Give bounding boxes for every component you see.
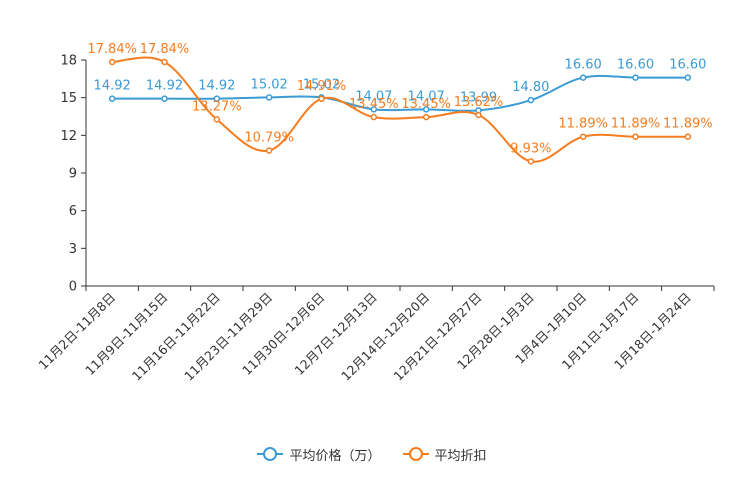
data-point [579, 133, 587, 140]
x-tick-label: 12月14日-12月20日 [338, 290, 432, 384]
x-tick-label: 11月16日-11月22日 [129, 290, 223, 384]
data-label: 16.60 [565, 58, 602, 73]
data-label: 11.89% [663, 117, 713, 132]
data-label: 9.93% [510, 141, 551, 156]
data-label: 14.07 [355, 89, 392, 104]
chart-data-labels: 14.92 14.92 14.92 15.02 15.02 14.07 14.07 13.99… [87, 42, 712, 156]
data-label: 17.84% [87, 42, 137, 57]
data-label: 11.89% [558, 117, 608, 132]
line-chart: 036912151811月2日-11月8日11月9日-11月15日11月16日-… [35, 42, 715, 384]
y-tick-label: 3 [69, 242, 77, 257]
data-label: 13.45% [349, 97, 399, 112]
x-tick-label: 11月23日-11月29日 [181, 290, 275, 384]
y-tick-label: 0 [69, 280, 77, 295]
x-tick-label: 12月21日-12月27日 [390, 290, 484, 384]
legend-label-average-price: 平均价格（万） [289, 448, 381, 464]
data-point [422, 106, 430, 113]
data-label: 15.02 [251, 77, 288, 92]
data-point [318, 95, 325, 103]
data-label: 14.92 [94, 79, 131, 94]
data-point [527, 96, 535, 104]
y-tick-label: 12 [60, 129, 77, 144]
data-label: 14.07 [408, 89, 445, 104]
data-label: 15.02 [303, 77, 340, 92]
chart-series [108, 56, 692, 165]
legend-label-average-discount: 平均折扣 [434, 448, 487, 464]
data-point [370, 106, 378, 113]
data-point [265, 94, 273, 101]
y-tick-label: 15 [60, 91, 77, 106]
data-point [684, 74, 692, 81]
data-label: 14.91% [297, 79, 347, 94]
data-point [161, 95, 168, 102]
data-point [422, 113, 430, 121]
data-point [108, 95, 116, 102]
y-tick-label: 9 [69, 167, 77, 182]
data-point [265, 147, 273, 154]
data-point [108, 58, 116, 66]
data-point [632, 133, 639, 140]
data-point [161, 58, 168, 66]
data-label: 16.60 [669, 58, 706, 73]
data-label: 13.99 [460, 90, 497, 105]
data-label: 10.79% [244, 131, 294, 146]
data-label: 16.60 [617, 58, 654, 73]
data-point [475, 111, 482, 119]
y-tick-label: 6 [69, 204, 77, 219]
data-point [370, 113, 378, 121]
legend-item-average-price[interactable]: 平均价格（万） [257, 445, 381, 464]
data-point [632, 74, 639, 81]
chart-legend: 平均价格（万） 平均折扣 [0, 443, 744, 465]
y-tick-label: 18 [60, 54, 77, 69]
data-label: 13.27% [192, 99, 242, 114]
data-point [213, 95, 221, 102]
legend-line-circle-icon [402, 447, 429, 461]
data-point [579, 74, 587, 81]
data-label: 17.84% [140, 42, 190, 57]
data-label: 14.92 [198, 79, 235, 94]
data-point [684, 133, 692, 140]
data-label: 14.80 [512, 80, 549, 95]
data-label: 13.45% [401, 97, 451, 112]
data-point [527, 158, 535, 165]
data-label: 13.62% [454, 95, 504, 110]
data-label: 11.89% [611, 117, 661, 132]
series-line-average-price [112, 74, 688, 112]
legend-item-average-discount[interactable]: 平均折扣 [402, 445, 487, 464]
data-point [213, 116, 221, 123]
data-label: 14.92 [146, 79, 183, 94]
legend-line-circle-icon [257, 447, 284, 461]
